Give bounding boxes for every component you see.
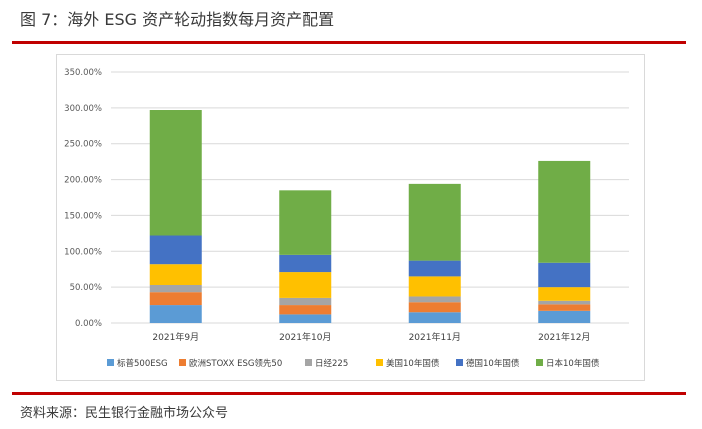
bar-segment bbox=[279, 314, 332, 323]
y-tick-label: 350.00% bbox=[64, 68, 102, 78]
bar-segment bbox=[149, 264, 202, 285]
y-tick-label: 100.00% bbox=[64, 247, 102, 257]
x-tick-label: 2021年11月 bbox=[409, 331, 461, 343]
bar-segment bbox=[149, 110, 202, 236]
legend-label: 美国10年国债 bbox=[386, 358, 440, 369]
legend-label: 日经225 bbox=[315, 358, 348, 369]
legend: 标普500ESG 欧洲STOXX ESG领先50 日经225 美国10年国债 德国10年… bbox=[107, 358, 600, 369]
bar-segment bbox=[279, 272, 332, 298]
y-tick-label: 150.00% bbox=[64, 211, 102, 221]
legend-swatch bbox=[456, 359, 463, 366]
bar-segment bbox=[538, 304, 591, 311]
bar-segment bbox=[408, 312, 461, 323]
legend-swatch bbox=[179, 359, 186, 366]
legend-swatch bbox=[107, 359, 114, 366]
bottom-divider bbox=[12, 392, 686, 395]
bar-segment bbox=[149, 292, 202, 306]
bar-segment bbox=[279, 254, 332, 273]
bar-segment bbox=[408, 302, 461, 313]
bar-segment bbox=[538, 300, 591, 305]
x-axis-ticks: 2021年9月 2021年10月 2021年11月 2021年12月 bbox=[152, 331, 590, 343]
legend-label: 欧洲STOXX ESG领先50 bbox=[189, 358, 282, 369]
legend-label: 德国10年国债 bbox=[466, 358, 520, 369]
bar-segment bbox=[279, 297, 332, 306]
chart-frame: 0.00% 50.00% 100.00% 150.00% 200.00% 250.00% 3… bbox=[56, 54, 645, 381]
y-tick-label: 250.00% bbox=[64, 140, 102, 150]
bar-segment bbox=[149, 305, 202, 323]
bar-segment bbox=[149, 235, 202, 265]
x-tick-label: 2021年12月 bbox=[538, 331, 590, 343]
bar-segment bbox=[538, 310, 591, 323]
x-tick-label: 2021年9月 bbox=[152, 331, 199, 343]
legend-swatch bbox=[376, 359, 383, 366]
bar-segment bbox=[408, 276, 461, 297]
x-tick-label: 2021年10月 bbox=[279, 331, 331, 343]
stacked-bar-chart: 0.00% 50.00% 100.00% 150.00% 200.00% 250.00% 3… bbox=[64, 68, 629, 369]
bar-segment bbox=[149, 284, 202, 293]
y-axis-ticks: 0.00% 50.00% 100.00% 150.00% 200.00% 250.00% 3… bbox=[64, 68, 102, 329]
bar-segment bbox=[538, 160, 591, 263]
y-tick-label: 300.00% bbox=[64, 104, 102, 114]
bar-segment bbox=[538, 287, 591, 301]
source-note: 资料来源：民生银行金融市场公众号 bbox=[20, 406, 229, 421]
bar-segment bbox=[408, 183, 461, 261]
bar-segment bbox=[408, 260, 461, 277]
y-tick-label: 200.00% bbox=[64, 176, 102, 186]
bar-segment bbox=[408, 296, 461, 303]
legend-label: 日本10年国债 bbox=[546, 358, 600, 369]
top-divider bbox=[12, 41, 686, 44]
bar-segment bbox=[279, 305, 332, 315]
legend-swatch bbox=[536, 359, 543, 366]
legend-label: 标普500ESG bbox=[117, 358, 168, 369]
figure-title: 图 7：海外 ESG 资产轮动指数每月资产配置 bbox=[20, 10, 335, 29]
bar-segment bbox=[279, 190, 332, 255]
legend-swatch bbox=[305, 359, 312, 366]
y-tick-label: 0.00% bbox=[75, 319, 102, 329]
y-tick-label: 50.00% bbox=[70, 283, 102, 293]
bar-segment bbox=[538, 262, 591, 288]
bars bbox=[149, 110, 591, 323]
